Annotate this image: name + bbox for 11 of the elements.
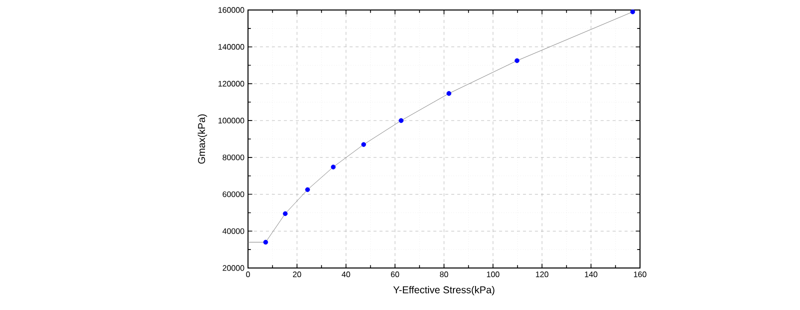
point: [446, 91, 452, 96]
point: [305, 187, 310, 192]
point: [282, 211, 288, 216]
point: [330, 164, 336, 170]
point: [630, 9, 636, 14]
y-axis-title: Gmax(kPa): [198, 114, 208, 164]
point: [398, 118, 404, 123]
point: [514, 58, 520, 64]
point: [361, 142, 366, 147]
x-axis-title: Y-Effective Stress(kPa): [393, 286, 494, 296]
point: [263, 240, 268, 245]
